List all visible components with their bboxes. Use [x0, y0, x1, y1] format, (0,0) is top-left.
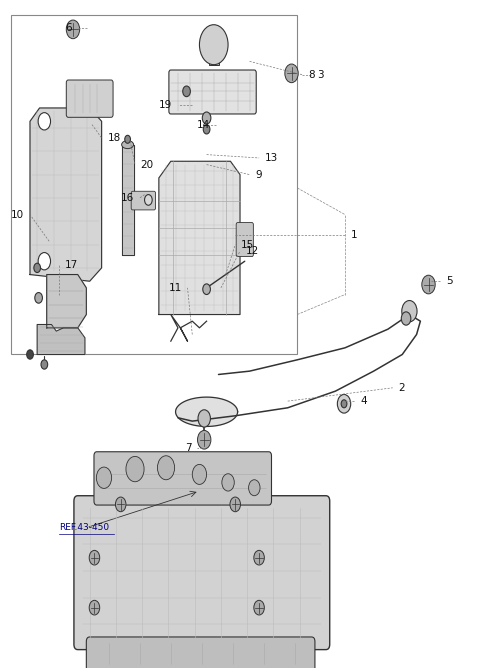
Circle shape: [66, 20, 80, 39]
Circle shape: [230, 497, 240, 512]
Text: 1: 1: [351, 229, 357, 240]
FancyBboxPatch shape: [236, 223, 253, 256]
Text: 4: 4: [360, 396, 367, 406]
Circle shape: [401, 312, 411, 325]
Polygon shape: [159, 161, 240, 314]
Bar: [209, 45, 218, 65]
Circle shape: [254, 551, 264, 565]
FancyBboxPatch shape: [66, 80, 113, 117]
Text: 19: 19: [159, 100, 172, 110]
Circle shape: [38, 253, 50, 270]
Circle shape: [116, 497, 126, 512]
Circle shape: [96, 467, 112, 488]
Bar: [11, 15, 297, 355]
Text: 5: 5: [446, 276, 453, 286]
Polygon shape: [121, 145, 133, 254]
Text: 18: 18: [108, 133, 120, 143]
Polygon shape: [47, 274, 86, 328]
Circle shape: [34, 263, 40, 272]
FancyBboxPatch shape: [74, 496, 330, 650]
Circle shape: [199, 25, 228, 65]
Circle shape: [249, 480, 260, 496]
Text: 13: 13: [265, 153, 278, 163]
Circle shape: [198, 410, 210, 427]
Text: 17: 17: [64, 260, 78, 270]
Circle shape: [192, 464, 206, 484]
Text: 9: 9: [255, 170, 262, 179]
Circle shape: [285, 64, 298, 83]
FancyBboxPatch shape: [94, 452, 272, 505]
FancyBboxPatch shape: [131, 191, 156, 210]
Circle shape: [27, 350, 34, 359]
FancyBboxPatch shape: [86, 637, 315, 669]
Text: 12: 12: [246, 246, 259, 256]
Text: 20: 20: [141, 160, 154, 170]
Text: 7: 7: [185, 443, 192, 453]
Polygon shape: [30, 108, 102, 281]
Circle shape: [35, 292, 42, 303]
Circle shape: [89, 600, 100, 615]
FancyBboxPatch shape: [169, 70, 256, 114]
Text: REF.43-450: REF.43-450: [59, 523, 109, 533]
Text: 16: 16: [121, 193, 134, 203]
Circle shape: [337, 395, 351, 413]
Circle shape: [144, 195, 152, 205]
Circle shape: [203, 284, 210, 294]
Text: 15: 15: [241, 240, 254, 250]
Circle shape: [202, 112, 211, 124]
Circle shape: [157, 456, 175, 480]
Text: 6: 6: [65, 23, 72, 33]
Circle shape: [341, 400, 347, 408]
Circle shape: [254, 600, 264, 615]
Circle shape: [126, 456, 144, 482]
Circle shape: [183, 86, 191, 96]
Circle shape: [402, 300, 417, 322]
Circle shape: [198, 430, 211, 449]
Circle shape: [38, 112, 50, 130]
Polygon shape: [176, 397, 238, 426]
Circle shape: [222, 474, 234, 491]
Circle shape: [125, 135, 131, 143]
Circle shape: [41, 360, 48, 369]
Text: 10: 10: [11, 209, 24, 219]
Circle shape: [89, 551, 100, 565]
Text: 8: 8: [308, 70, 314, 80]
Circle shape: [203, 124, 210, 134]
Text: 11: 11: [168, 283, 182, 293]
Circle shape: [422, 275, 435, 294]
Text: 3: 3: [317, 70, 324, 80]
Ellipse shape: [121, 140, 133, 149]
Text: 14: 14: [197, 120, 210, 130]
Polygon shape: [37, 324, 85, 355]
Text: 2: 2: [398, 383, 405, 393]
